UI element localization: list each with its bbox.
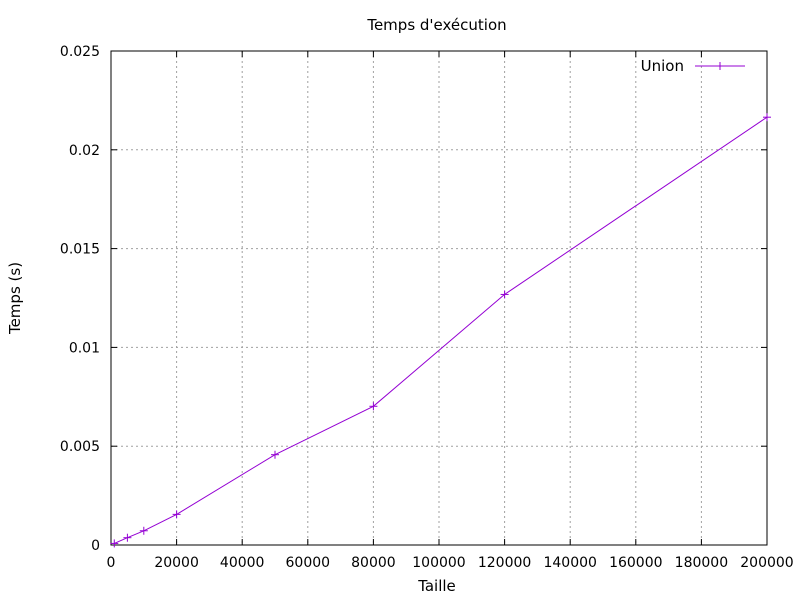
series-layer — [110, 113, 771, 548]
data-point-marker — [763, 113, 771, 122]
x-tick-label: 120000 — [478, 555, 531, 571]
legend: Union — [641, 57, 745, 75]
data-point-marker — [172, 510, 181, 519]
data-point-marker — [110, 539, 119, 548]
legend-label: Union — [641, 57, 684, 75]
y-axis-title: Temps (s) — [6, 262, 24, 335]
data-point-marker — [369, 402, 378, 411]
x-tick-label: 0 — [107, 555, 116, 571]
chart-title: Temps d'exécution — [366, 16, 506, 34]
x-tick-label: 160000 — [609, 555, 662, 571]
grid — [111, 51, 767, 545]
x-tick-label: 140000 — [543, 555, 596, 571]
data-point-marker — [139, 526, 148, 535]
data-point-marker — [500, 290, 509, 299]
y-tick-label: 0.005 — [60, 439, 100, 455]
x-axis-title: Taille — [417, 577, 456, 595]
x-tick-label: 100000 — [412, 555, 465, 571]
x-tick-label: 60000 — [286, 555, 331, 571]
y-tick-label: 0.02 — [69, 143, 100, 159]
y-tick-label: 0.025 — [60, 44, 100, 60]
y-tick-label: 0 — [91, 538, 100, 554]
x-tick-label: 40000 — [220, 555, 265, 571]
data-point-marker — [271, 450, 279, 459]
series-line — [114, 116, 768, 544]
x-tick-label: 200000 — [740, 555, 793, 571]
x-tick-label: 20000 — [154, 555, 199, 571]
y-tick-label: 0.015 — [60, 242, 100, 258]
x-tick-label: 80000 — [351, 555, 396, 571]
x-tick-label: 180000 — [675, 555, 728, 571]
axis-ticks: 0 20000 40000 60000 80000 100000 120000 140000 1… — [60, 44, 794, 571]
data-point-marker — [123, 533, 132, 542]
y-tick-label: 0.01 — [69, 340, 100, 356]
